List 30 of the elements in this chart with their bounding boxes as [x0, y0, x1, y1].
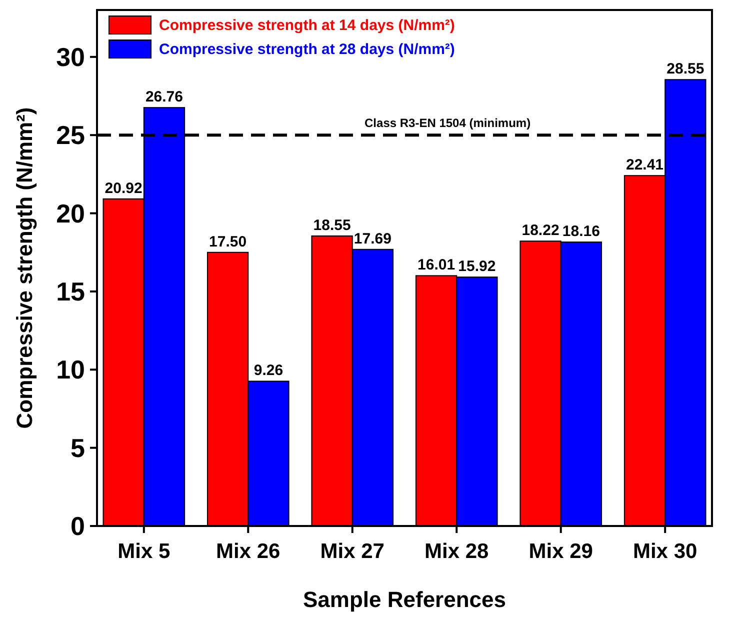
- legend-label: Compressive strength at 28 days (N/mm²): [159, 41, 455, 58]
- data-label: 22.41: [626, 156, 664, 174]
- x-tick-label: Mix 27: [320, 540, 384, 563]
- data-label: 26.76: [145, 88, 184, 106]
- data-label: 17.69: [354, 230, 392, 248]
- x-tick-label: Mix 30: [632, 540, 698, 563]
- y-tick-label: 15: [56, 276, 85, 307]
- legend-label: Compressive strength at 14 days (N/mm²): [159, 17, 455, 34]
- y-tick-label: 30: [56, 42, 85, 72]
- y-tick-label: 20: [56, 198, 85, 228]
- data-label: 18.16: [562, 223, 600, 240]
- y-tick-label: 10: [56, 354, 85, 385]
- data-label: 16.01: [418, 256, 456, 274]
- x-tick-label: Mix 29: [528, 540, 593, 563]
- data-label: 18.22: [522, 222, 560, 240]
- data-label: 15.92: [458, 258, 496, 276]
- y-axis-title: Compressive strength (N/mm²): [12, 107, 37, 429]
- y-tick-label: 0: [70, 511, 85, 542]
- x-tick-label: Mix 26: [216, 540, 280, 563]
- data-label: 17.50: [209, 233, 247, 250]
- x-tick-label: Mix 28: [424, 540, 490, 563]
- y-tick-label: 5: [70, 432, 85, 463]
- data-label: 28.55: [666, 60, 704, 78]
- data-label: 9.26: [254, 362, 284, 380]
- ref-line-label: Class R3-EN 1504 (minimum): [364, 116, 531, 130]
- y-tick-label: 25: [56, 120, 85, 150]
- data-label: 18.55: [313, 216, 351, 234]
- x-tick-label: Mix 5: [118, 540, 170, 563]
- x-axis-title: Sample References: [303, 587, 506, 612]
- data-label: 20.92: [104, 180, 142, 197]
